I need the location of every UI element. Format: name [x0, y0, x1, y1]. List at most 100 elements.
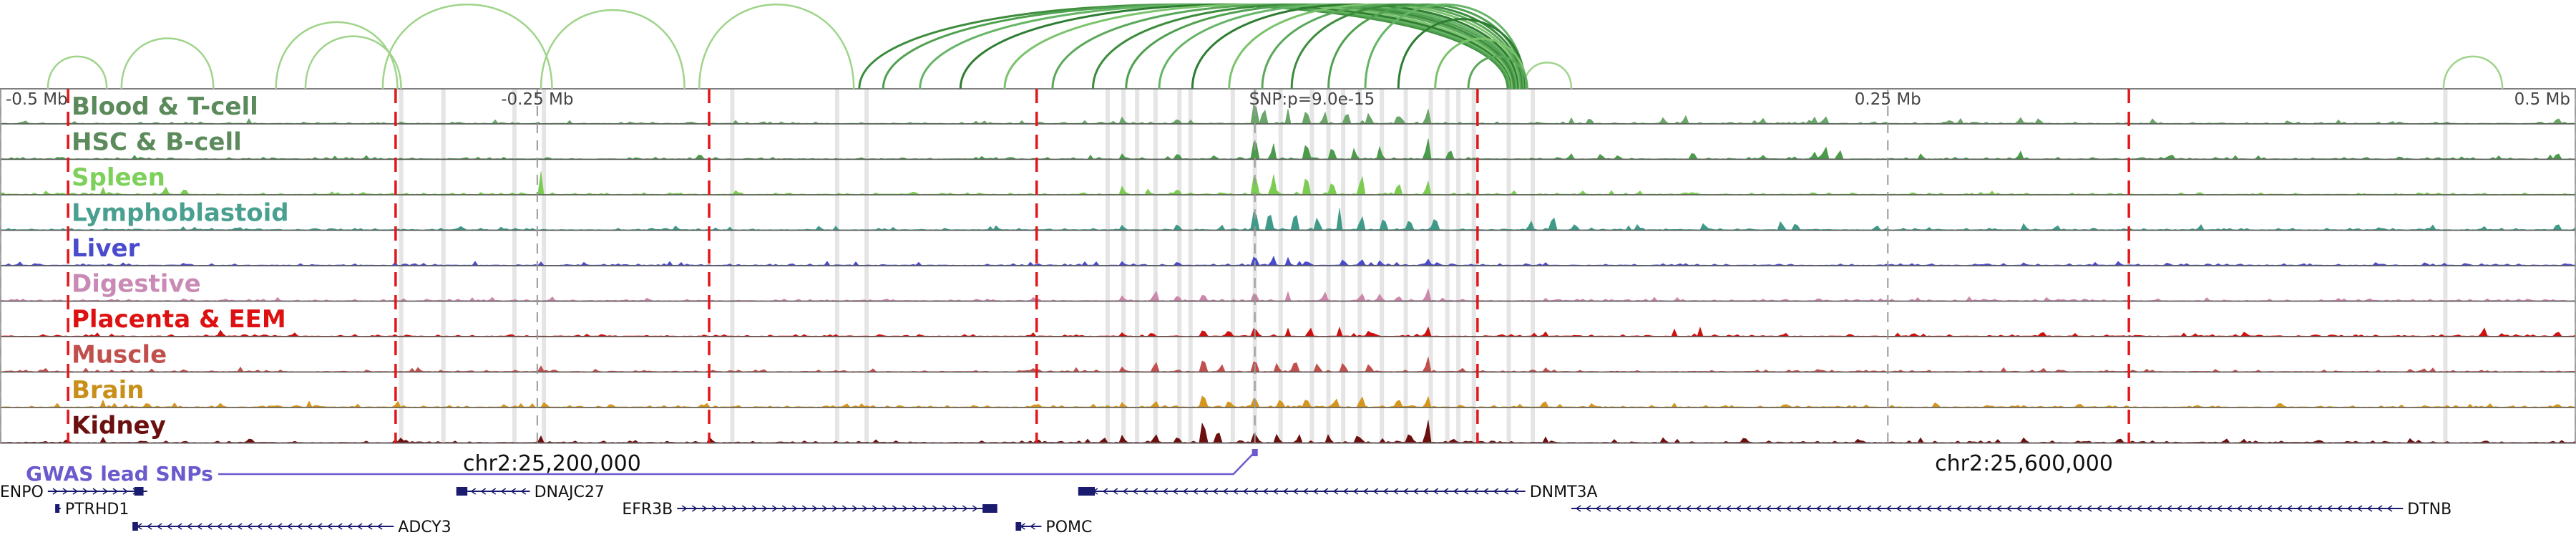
strand-arrow: [942, 505, 948, 512]
strand-arrow: [751, 505, 758, 512]
gene-track: CENPO PTRHD1 ADCY3 DNAJC27 EFR3B POMC DNMT3A DT…: [0, 483, 2451, 536]
strand-arrow: [2286, 505, 2293, 512]
gene-exon: [134, 487, 144, 496]
strand-arrow: [1513, 488, 1519, 495]
strand-arrow: [1605, 505, 1611, 512]
strand-arrow: [1463, 488, 1469, 495]
strand-arrow: [1172, 488, 1179, 495]
strand-arrow: [276, 523, 283, 530]
gene-label: POMC: [1045, 519, 1092, 536]
strand-arrow: [872, 505, 878, 512]
track-labels: Blood & T-cell HSC & B-cell Spleen Lymphobl…: [72, 92, 289, 440]
strand-arrow: [1855, 505, 1862, 512]
strand-arrow: [166, 523, 172, 530]
strand-arrow: [1956, 505, 1962, 512]
gene-exon: [1078, 487, 1095, 496]
strand-arrow: [2156, 505, 2162, 512]
strand-arrow: [246, 523, 253, 530]
strand-arrow: [2026, 505, 2032, 512]
strand-arrow: [831, 505, 838, 512]
strand-arrow: [2116, 505, 2122, 512]
signal-track-7: [0, 357, 2576, 372]
gene-label: CENPO: [0, 483, 44, 501]
strand-arrow: [2106, 505, 2112, 512]
strand-arrow: [1362, 488, 1369, 495]
gene-dnmt3a: DNMT3A: [1078, 483, 1598, 501]
strand-arrow: [2316, 505, 2323, 512]
gwas-label: GWAS lead SNPs: [26, 462, 213, 486]
strand-arrow: [1312, 488, 1319, 495]
strand-arrow: [376, 523, 383, 530]
strand-arrow: [1865, 505, 1872, 512]
gene-pomc: POMC: [1015, 519, 1092, 536]
strand-arrow: [2336, 505, 2343, 512]
axis-ticks: -0.5 Mb -0.25 Mb 0.25 Mb 0.5 Mb SNP:p=9.0e-1…: [0, 89, 2576, 443]
strand-arrow: [1595, 505, 1601, 512]
signal-tracks: [0, 88, 2576, 444]
track-label: Lymphoblastoid: [72, 199, 289, 228]
strand-arrow: [1433, 488, 1439, 495]
gene-label: DTNB: [2407, 501, 2451, 519]
strand-arrow: [2126, 505, 2132, 512]
strand-arrow: [2366, 505, 2373, 512]
strand-arrow: [2356, 505, 2363, 512]
track-label: Spleen: [72, 163, 165, 192]
strand-arrow: [186, 523, 192, 530]
strand-arrow: [1202, 488, 1209, 495]
strand-arrow: [741, 505, 748, 512]
strand-arrow: [1322, 488, 1329, 495]
strand-arrow: [2306, 505, 2313, 512]
strand-arrow: [2146, 505, 2152, 512]
strand-arrow: [2076, 505, 2082, 512]
gene-dtnb: DTNB: [1571, 501, 2451, 519]
strand-arrow: [1695, 505, 1702, 512]
strand-arrow: [1332, 488, 1339, 495]
strand-arrow: [1292, 488, 1299, 495]
gene-cenpo: CENPO: [0, 483, 147, 501]
interaction-arc: [1327, 3, 1525, 90]
strand-arrow: [480, 488, 487, 495]
strand-arrow: [112, 488, 119, 495]
track-label: Digestive: [72, 270, 201, 299]
gene-dnajc27: DNAJC27: [456, 483, 605, 501]
strand-arrow: [862, 505, 868, 512]
strand-arrow: [286, 523, 293, 530]
gene-exon: [55, 504, 60, 513]
strand-arrow: [156, 523, 162, 530]
interaction-arcs: [47, 3, 2504, 90]
strand-arrow: [1885, 505, 1892, 512]
strand-arrow: [92, 488, 99, 495]
strand-arrow: [316, 523, 323, 530]
strand-arrow: [902, 505, 908, 512]
track-label: Brain: [72, 376, 145, 405]
strand-arrow: [1976, 505, 1982, 512]
strand-arrow: [2066, 505, 2072, 512]
strand-arrow: [356, 523, 363, 530]
signal-track-3: [0, 208, 2576, 231]
track-label: HSC & B-cell: [72, 128, 242, 157]
strand-arrow: [1423, 488, 1429, 495]
strand-arrow: [72, 488, 79, 495]
strand-arrow: [52, 488, 59, 495]
gene-label: DNMT3A: [1530, 483, 1598, 501]
strand-arrow: [1162, 488, 1169, 495]
gene-exon: [1015, 522, 1022, 531]
strand-arrow: [1102, 488, 1108, 495]
strand-arrow: [801, 505, 808, 512]
gene-label: DNAJC27: [535, 483, 605, 501]
interaction-arc-light: [1522, 62, 1573, 90]
strand-arrow: [972, 505, 978, 512]
strand-arrow: [82, 488, 89, 495]
strand-arrow: [500, 488, 507, 495]
strand-arrow: [196, 523, 203, 530]
gene-exon: [456, 487, 468, 496]
gwas-connector: [218, 451, 1256, 476]
strand-arrow: [2016, 505, 2022, 512]
gene-adcy3: ADCY3: [132, 519, 452, 536]
axis-tick-label: -0.5 Mb: [6, 90, 68, 109]
strand-arrow: [2256, 505, 2263, 512]
track-label: Liver: [72, 234, 140, 263]
strand-arrow: [2166, 505, 2172, 512]
